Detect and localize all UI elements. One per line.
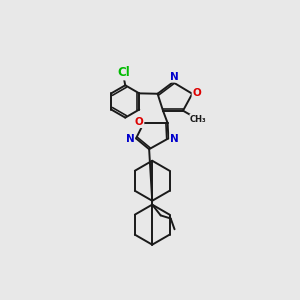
Text: N: N	[125, 134, 134, 144]
Text: O: O	[193, 88, 201, 98]
Text: O: O	[135, 117, 143, 127]
Text: N: N	[170, 72, 179, 82]
Text: Cl: Cl	[117, 67, 130, 80]
Text: CH₃: CH₃	[190, 115, 207, 124]
Text: N: N	[170, 134, 179, 144]
